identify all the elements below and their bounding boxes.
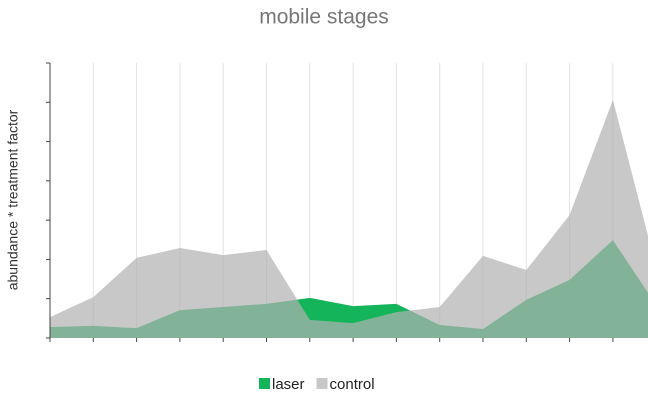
legend-swatch [316,378,328,389]
legend: laser control [259,376,375,393]
legend-label: laser [272,376,305,393]
y-axis-label: abundance * treatment factor [5,109,21,290]
legend-swatch [259,378,270,389]
plot-area [50,99,648,338]
legend-label: control [330,376,375,393]
chart-title: mobile stages [259,6,389,29]
axes [46,62,614,342]
area [50,99,648,338]
